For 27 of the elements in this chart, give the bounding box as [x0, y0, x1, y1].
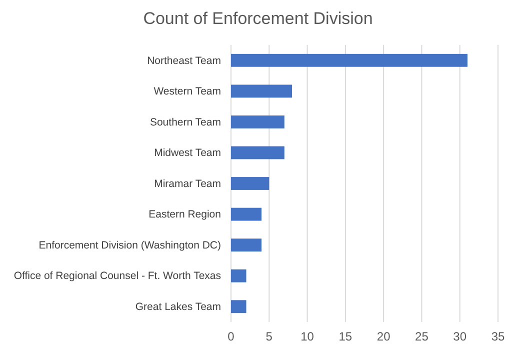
x-tick-label: 20: [376, 330, 391, 344]
x-tick-label: 30: [453, 330, 467, 344]
y-tick-label: Midwest Team: [154, 147, 222, 160]
y-tick-label: Southern Team: [150, 116, 222, 128]
bar: [231, 146, 284, 160]
bar: [231, 238, 262, 252]
y-tick-label: Western Team: [154, 86, 222, 98]
y-tick-label: Office of Regional Counsel - Ft. Worth Texas: [14, 270, 221, 282]
y-tick-label: Eastern Region: [148, 208, 222, 221]
x-tick-label: 10: [300, 330, 314, 344]
bar: [231, 300, 246, 314]
y-tick-label: Miramar Team: [154, 178, 222, 190]
bar: [231, 84, 292, 98]
y-tick-label: Northeast Team: [147, 54, 222, 67]
x-tick-label: 15: [338, 330, 352, 344]
y-tick-label: Enforcement Division (Washington DC): [38, 239, 221, 252]
bar: [231, 115, 284, 128]
bar: [231, 208, 262, 221]
x-tick-label: 35: [491, 330, 505, 344]
x-tick-label: 0: [228, 330, 235, 344]
bar: [231, 54, 468, 67]
x-tick-label: 5: [266, 330, 273, 344]
bar: [231, 269, 246, 282]
bar: [231, 177, 270, 190]
y-tick-label: Great Lakes Team: [135, 300, 222, 313]
x-tick-label: 25: [415, 330, 429, 344]
chart-title: Count of Enforcement Division: [143, 9, 373, 28]
